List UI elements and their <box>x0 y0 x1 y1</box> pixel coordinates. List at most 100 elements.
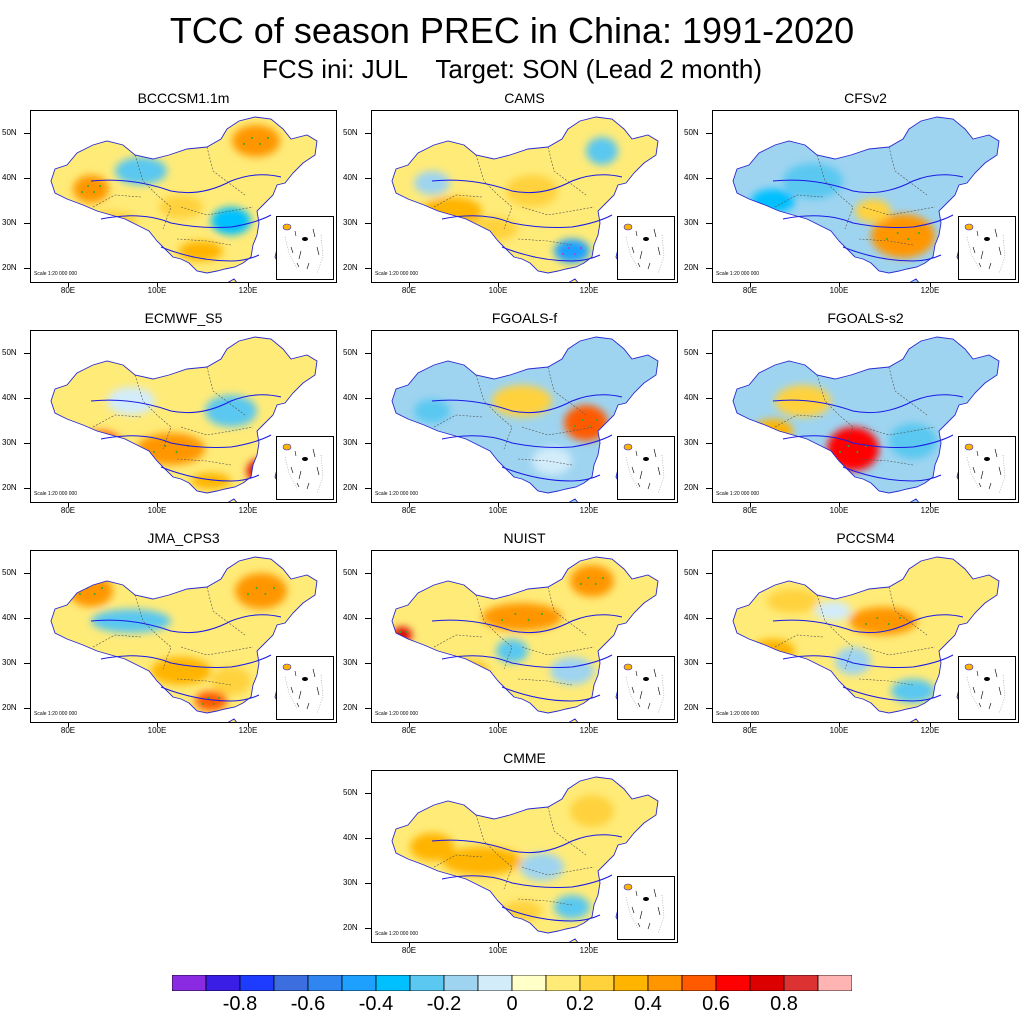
lat-tick-mark <box>24 488 30 489</box>
correlation-map <box>732 116 1000 282</box>
colorbar <box>171 974 853 992</box>
significance-dot <box>887 623 890 625</box>
lat-tick-label: 30N <box>2 218 17 227</box>
province-border <box>134 154 172 230</box>
inset-map <box>964 663 1006 714</box>
lat-tick-mark <box>365 928 371 929</box>
province-border <box>521 646 595 656</box>
anomaly-patch <box>211 667 251 695</box>
lat-tick-mark <box>706 398 712 399</box>
lat-tick-label: 40N <box>684 393 699 402</box>
colorbar-tick-label: 0 <box>506 993 518 1015</box>
river-line <box>842 466 942 482</box>
anomaly-patch <box>570 565 614 597</box>
lat-tick-mark <box>365 663 371 664</box>
colorbar-tick-label: 0.4 <box>634 993 662 1015</box>
lat-tick-label: 20N <box>343 923 358 932</box>
significance-dot <box>918 232 920 234</box>
province-border <box>180 206 254 216</box>
lon-tick-mark <box>589 723 590 727</box>
anomaly-patch <box>751 189 795 213</box>
river-line <box>782 214 954 228</box>
lat-tick-label: 30N <box>2 438 17 447</box>
lon-tick-label: 80E <box>401 506 417 515</box>
map-frame: Scale 1:20 000 000 <box>371 770 678 943</box>
lat-tick-label: 20N <box>2 483 17 492</box>
significance-dot <box>267 137 269 139</box>
significance-dot <box>96 439 99 441</box>
lon-tick-mark <box>68 723 69 727</box>
province-border <box>862 646 936 656</box>
lon-tick-label: 100E <box>147 726 167 735</box>
significance-dot <box>856 451 859 453</box>
correlation-map <box>391 336 659 502</box>
province-border <box>92 194 142 208</box>
river-line <box>772 394 964 414</box>
river-line <box>501 246 601 262</box>
province-border <box>858 238 914 246</box>
anomaly-patch <box>69 575 113 607</box>
correlation-map <box>732 556 1000 722</box>
colorbar-swatch <box>273 974 309 992</box>
significance-dot <box>574 425 576 427</box>
province-border <box>176 678 232 686</box>
correlation-map <box>50 556 318 722</box>
inset-map <box>623 223 665 274</box>
river-line <box>842 246 942 262</box>
lon-tick-label: 120E <box>238 726 258 735</box>
significance-dot <box>514 613 517 615</box>
province-border <box>206 586 246 636</box>
panel-title: FGOALS-s2 <box>827 310 904 326</box>
lat-tick-label: 30N <box>343 878 358 887</box>
anomaly-patch <box>913 137 953 165</box>
map-panel: ECMWF_S5 50N 40N 30N 20N 80E 100E 120E Scale 1:2… <box>0 310 341 520</box>
page-title: TCC of season PREC in China: 1991-2020 <box>169 10 855 51</box>
river-line <box>782 654 954 668</box>
lon-tick-label: 100E <box>488 726 508 735</box>
lat-tick-mark <box>706 353 712 354</box>
lon-tick-label: 100E <box>488 506 508 515</box>
province-border <box>475 814 513 890</box>
river-line <box>441 654 613 668</box>
lat-tick-mark <box>24 398 30 399</box>
lat-tick-mark <box>365 223 371 224</box>
anomaly-patch <box>891 679 935 703</box>
lon-tick-label: 80E <box>742 506 758 515</box>
significance-dot <box>574 253 576 255</box>
lat-tick-label: 50N <box>343 788 358 797</box>
colorbar-swatch <box>375 974 411 992</box>
lon-tick-mark <box>68 503 69 507</box>
lat-tick-mark <box>24 573 30 574</box>
lon-tick-label: 80E <box>401 946 417 955</box>
anomaly-patch <box>466 217 518 241</box>
anomaly-patch <box>436 661 488 681</box>
anomaly-patch <box>827 427 879 471</box>
lat-tick-label: 40N <box>684 173 699 182</box>
lon-tick-label: 120E <box>579 946 599 955</box>
province-border <box>774 414 824 428</box>
colorbar-tick-label: -0.6 <box>290 993 326 1015</box>
province-border <box>862 206 936 216</box>
colorbar-tick-label: -0.8 <box>222 993 258 1015</box>
lon-tick-mark <box>839 283 840 287</box>
colorbar-swatch <box>511 974 547 992</box>
lon-tick-label: 120E <box>920 286 940 295</box>
lat-tick-mark <box>365 573 371 574</box>
anomaly-patch <box>889 423 937 459</box>
significance-dot <box>580 583 582 585</box>
south-china-sea-inset <box>958 656 1016 720</box>
lon-tick-label: 120E <box>579 726 599 735</box>
panel-title: CFSv2 <box>844 90 887 106</box>
province-border <box>475 154 513 230</box>
lat-tick-mark <box>365 708 371 709</box>
lon-tick-mark <box>248 723 249 727</box>
significance-dot <box>568 247 570 249</box>
anomaly-patch <box>927 361 959 389</box>
china-outline <box>50 116 318 274</box>
province-border <box>774 194 824 208</box>
colorbar-swatch <box>205 974 241 992</box>
river-line <box>501 466 601 482</box>
lat-tick-mark <box>24 443 30 444</box>
anomaly-patch <box>506 175 558 207</box>
map-scale-text: Scale 1:20 000 000 <box>716 271 760 277</box>
